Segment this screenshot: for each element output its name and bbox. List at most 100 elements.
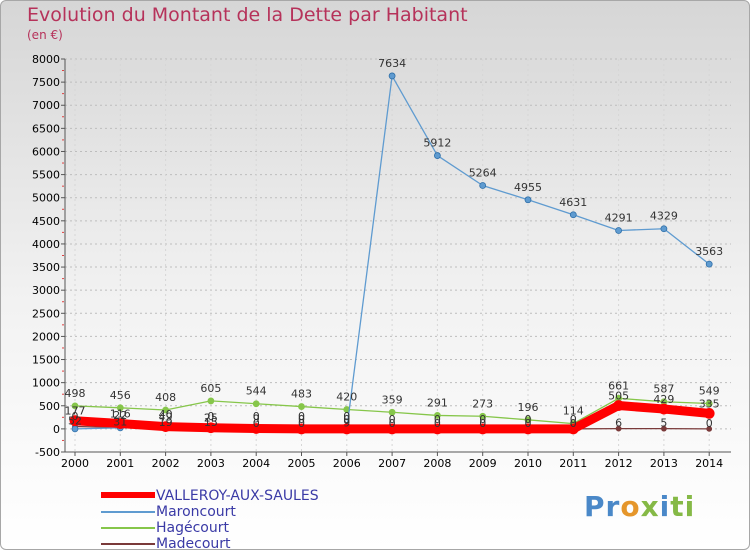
y-tick-label: 6500 xyxy=(32,122,60,135)
data-label-madecourt: 0 xyxy=(298,417,305,430)
data-point-valleroy-aux-saules xyxy=(205,422,217,434)
data-label-hag-court: 114 xyxy=(563,405,584,418)
x-tick-label: 2013 xyxy=(650,457,678,470)
x-tick-label: 2001 xyxy=(106,457,134,470)
data-label-madecourt: 6 xyxy=(615,417,622,430)
data-label-hag-court: 483 xyxy=(291,388,312,401)
data-point-hag-court xyxy=(207,397,215,405)
x-tick-label: 2004 xyxy=(242,457,270,470)
y-tick-label: 5500 xyxy=(32,169,60,182)
data-label-valleroy-aux-saules: 177 xyxy=(65,405,86,418)
legend-label-hagecourt: Hagécourt xyxy=(156,520,229,536)
data-point-valleroy-aux-saules xyxy=(341,423,353,435)
legend-swatch-valleroy xyxy=(101,492,155,498)
legend-swatch-maroncourt xyxy=(101,511,155,513)
data-point-madecourt xyxy=(661,425,667,432)
data-point-maroncourt xyxy=(660,225,668,233)
y-tick-label: 8000 xyxy=(32,53,60,66)
x-tick-label: 2000 xyxy=(61,457,89,470)
x-tick-label: 2008 xyxy=(423,457,451,470)
data-point-hag-court xyxy=(252,400,260,408)
data-point-hag-court xyxy=(116,404,124,412)
data-label-madecourt: 19 xyxy=(159,416,173,429)
data-label-hag-court: 456 xyxy=(110,389,131,402)
data-label-madecourt: 0 xyxy=(479,417,486,430)
data-point-maroncourt xyxy=(569,211,577,219)
y-tick-label: 5000 xyxy=(32,192,60,205)
data-point-maroncourt xyxy=(524,196,532,204)
data-label-hag-court: 549 xyxy=(699,384,720,397)
x-tick-label: 2002 xyxy=(152,457,180,470)
data-point-valleroy-aux-saules xyxy=(658,403,670,415)
data-point-maroncourt xyxy=(388,72,396,80)
y-tick-label: 2000 xyxy=(32,330,60,343)
legend-swatch-madecourt xyxy=(101,543,155,545)
y-tick-label: 1500 xyxy=(32,354,60,367)
data-label-maroncourt: 0 xyxy=(253,410,260,423)
x-tick-label: 2003 xyxy=(197,457,225,470)
data-point-valleroy-aux-saules xyxy=(567,423,579,435)
data-label-valleroy-aux-saules: 0 xyxy=(343,413,350,426)
legend-label-valleroy: VALLEROY-AUX-SAULES xyxy=(156,488,319,504)
data-point-valleroy-aux-saules xyxy=(703,407,715,419)
data-label-maroncourt: 3563 xyxy=(695,245,723,258)
data-label-hag-court: 359 xyxy=(382,393,403,406)
data-label-hag-court: 291 xyxy=(427,396,448,409)
logo-part-5: ti xyxy=(670,490,696,523)
y-tick-label: 7000 xyxy=(32,99,60,112)
data-point-hag-court xyxy=(524,416,532,424)
x-tick-label: 2006 xyxy=(333,457,361,470)
data-label-maroncourt: 0 xyxy=(298,410,305,423)
data-label-hag-court: 661 xyxy=(608,379,629,392)
data-point-valleroy-aux-saules xyxy=(522,423,534,435)
x-tick-label: 2005 xyxy=(288,457,316,470)
data-label-maroncourt: 4955 xyxy=(514,181,542,194)
data-point-hag-court xyxy=(388,408,396,416)
data-label-maroncourt: 0 xyxy=(72,410,79,423)
x-tick-label: 2007 xyxy=(378,457,406,470)
data-label-valleroy-aux-saules: 0 xyxy=(570,413,577,426)
y-tick-label: 2500 xyxy=(32,307,60,320)
proxiti-logo: Proxiti xyxy=(584,490,695,523)
data-label-maroncourt: 40 xyxy=(159,408,173,421)
data-label-hag-court: 544 xyxy=(246,385,267,398)
legend-swatch-hagecourt xyxy=(101,527,155,529)
data-label-hag-court: 196 xyxy=(518,401,539,414)
data-point-madecourt xyxy=(706,425,713,432)
data-point-maroncourt xyxy=(705,260,713,268)
data-label-valleroy-aux-saules: 335 xyxy=(699,397,720,410)
data-point-valleroy-aux-saules xyxy=(386,423,398,435)
data-label-maroncourt: 4329 xyxy=(650,210,678,223)
logo-part-2: o xyxy=(620,490,641,523)
logo-part-4: i xyxy=(659,490,671,523)
y-tick-label: 4500 xyxy=(32,215,60,228)
y-tick-label: 3000 xyxy=(32,284,60,297)
y-tick-label: 500 xyxy=(39,400,60,413)
data-label-madecourt: 0 xyxy=(253,417,260,430)
data-label-madecourt: 0 xyxy=(525,417,532,430)
data-point-valleroy-aux-saules xyxy=(69,415,81,427)
data-label-madecourt: 0 xyxy=(706,417,713,430)
data-point-hag-court xyxy=(479,412,487,420)
data-point-maroncourt xyxy=(433,152,441,159)
data-label-valleroy-aux-saules: 0 xyxy=(479,413,486,426)
data-label-valleroy-aux-saules: 0 xyxy=(434,413,441,426)
data-point-madecourt xyxy=(615,425,622,432)
data-label-madecourt: 9 xyxy=(343,416,350,429)
y-tick-label: 4000 xyxy=(32,238,60,251)
x-tick-label: 2011 xyxy=(559,457,587,470)
data-point-valleroy-aux-saules xyxy=(250,423,262,434)
data-point-maroncourt xyxy=(479,182,487,189)
data-label-maroncourt: 5912 xyxy=(423,137,451,150)
data-label-hag-court: 498 xyxy=(65,387,86,400)
y-tick-label: -500 xyxy=(35,446,60,459)
data-label-maroncourt: 0 xyxy=(207,410,214,423)
data-label-valleroy-aux-saules: 429 xyxy=(653,393,674,406)
data-label-valleroy-aux-saules: 9 xyxy=(253,412,260,425)
y-tick-label: 6000 xyxy=(32,145,60,158)
data-point-hag-court xyxy=(298,403,305,410)
data-label-madecourt: 52 xyxy=(68,414,82,427)
x-tick-label: 2009 xyxy=(469,457,497,470)
y-tick-label: 3500 xyxy=(32,261,60,274)
